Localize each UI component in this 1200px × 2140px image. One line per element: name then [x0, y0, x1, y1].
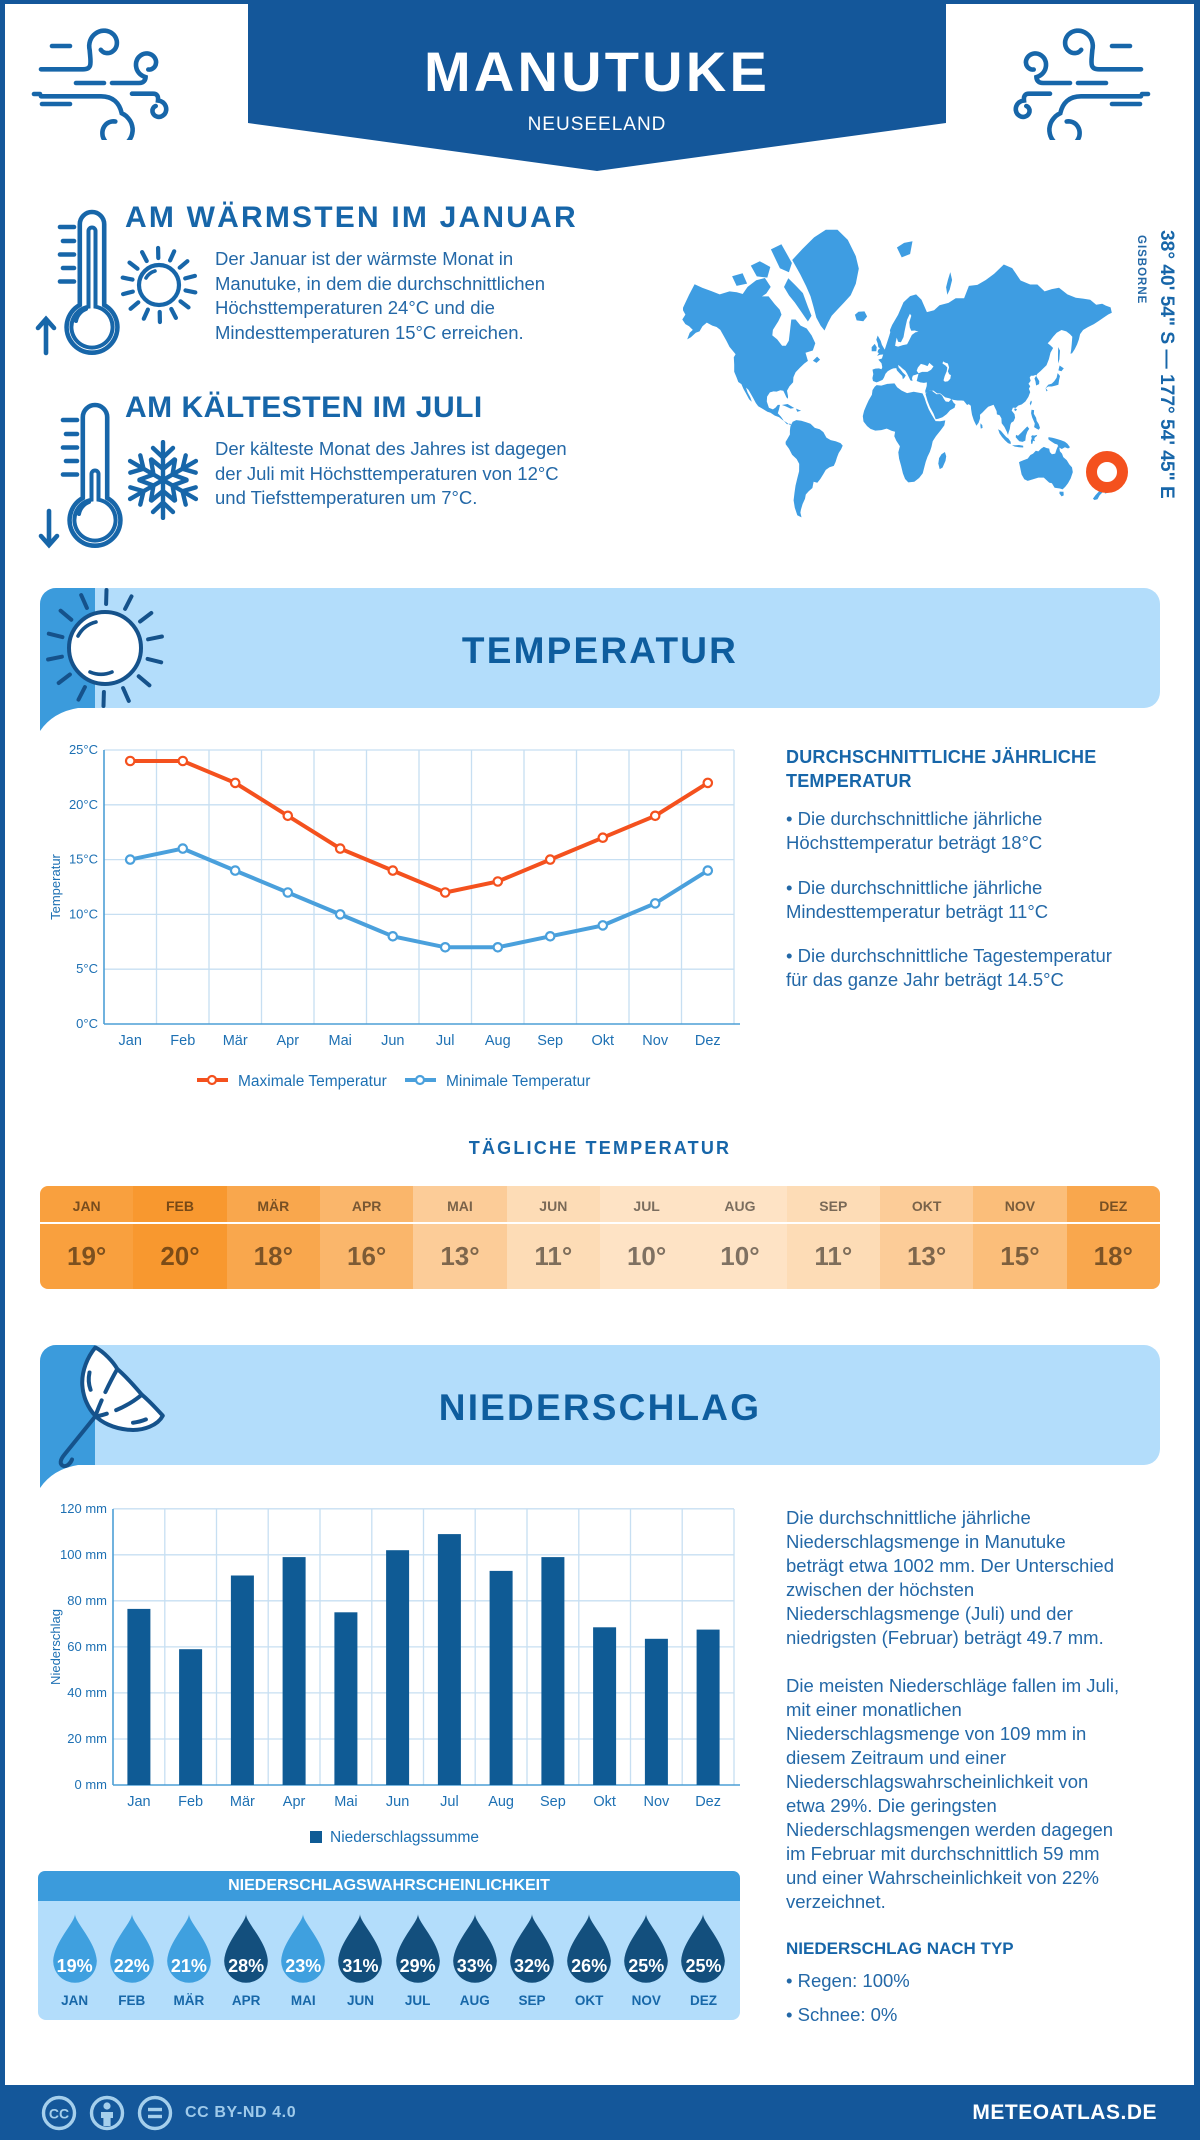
svg-text:25°C: 25°C [69, 742, 98, 757]
svg-text:0°C: 0°C [76, 1016, 98, 1031]
svg-text:Mai: Mai [329, 1033, 352, 1049]
svg-text:Okt: Okt [592, 1033, 615, 1049]
svg-text:Jul: Jul [440, 1794, 459, 1810]
svg-text:Maximale Temperatur: Maximale Temperatur [238, 1073, 387, 1090]
svg-text:40 mm: 40 mm [67, 1685, 107, 1700]
svg-text:Apr: Apr [277, 1033, 300, 1049]
svg-text:Aug: Aug [488, 1794, 514, 1810]
svg-text:Jul: Jul [436, 1033, 455, 1049]
svg-text:Aug: Aug [485, 1033, 511, 1049]
svg-text:Nov: Nov [642, 1033, 669, 1049]
svg-text:Sep: Sep [537, 1033, 563, 1049]
svg-text:120 mm: 120 mm [60, 1501, 107, 1516]
svg-text:5°C: 5°C [76, 961, 98, 976]
svg-text:Dez: Dez [695, 1794, 721, 1810]
svg-text:Minimale Temperatur: Minimale Temperatur [446, 1073, 590, 1090]
svg-text:Okt: Okt [593, 1794, 616, 1810]
svg-text:0 mm: 0 mm [75, 1777, 108, 1792]
svg-text:Mär: Mär [230, 1794, 255, 1810]
svg-text:Mai: Mai [334, 1794, 357, 1810]
svg-text:Temperatur: Temperatur [48, 853, 63, 919]
svg-text:Feb: Feb [170, 1033, 195, 1049]
svg-text:15°C: 15°C [69, 852, 98, 867]
svg-text:Jun: Jun [386, 1794, 409, 1810]
svg-text:80 mm: 80 mm [67, 1593, 107, 1608]
svg-text:60 mm: 60 mm [67, 1639, 107, 1654]
svg-text:10°C: 10°C [69, 906, 98, 921]
svg-text:Niederschlag: Niederschlag [48, 1609, 63, 1685]
svg-text:Sep: Sep [540, 1794, 566, 1810]
svg-text:Jan: Jan [127, 1794, 150, 1810]
svg-text:Feb: Feb [178, 1794, 203, 1810]
svg-text:Niederschlagssumme: Niederschlagssumme [330, 1829, 479, 1846]
svg-text:Mär: Mär [223, 1033, 248, 1049]
svg-text:Apr: Apr [283, 1794, 306, 1810]
svg-text:CC: CC [49, 2106, 69, 2122]
svg-text:20°C: 20°C [69, 797, 98, 812]
svg-text:Jan: Jan [119, 1033, 142, 1049]
svg-text:20 mm: 20 mm [67, 1731, 107, 1746]
svg-text:Dez: Dez [695, 1033, 721, 1049]
svg-text:100 mm: 100 mm [60, 1547, 107, 1562]
svg-text:Nov: Nov [644, 1794, 671, 1810]
svg-text:Jun: Jun [381, 1033, 404, 1049]
